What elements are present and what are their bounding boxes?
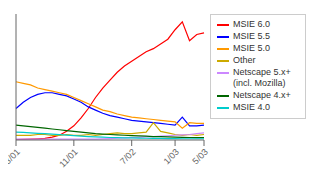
html-text:MSIE 6.0: MSIE 6.0: [233, 19, 270, 29]
html-text:Netscape 5.x+ (incl. Mozilla): Netscape 5.x+ (incl. Mozilla): [233, 67, 291, 88]
html-text:MSIE 5.0: MSIE 5.0: [233, 43, 270, 53]
svg-text:1/03: 1/03: [162, 147, 181, 166]
svg-text:3/01: 3/01: [8, 147, 22, 166]
html-text:MSIE 5.5: MSIE 5.5: [233, 31, 270, 41]
html-text:MSIE 4.0: MSIE 4.0: [233, 102, 270, 112]
html-text:Other: Other: [233, 55, 256, 65]
html-text:Netscape 4.x+: Netscape 4.x+: [233, 90, 291, 100]
svg-text:7/02: 7/02: [118, 147, 137, 166]
svg-text:5/03: 5/03: [190, 147, 209, 166]
svg-text:11/01: 11/01: [57, 147, 80, 170]
